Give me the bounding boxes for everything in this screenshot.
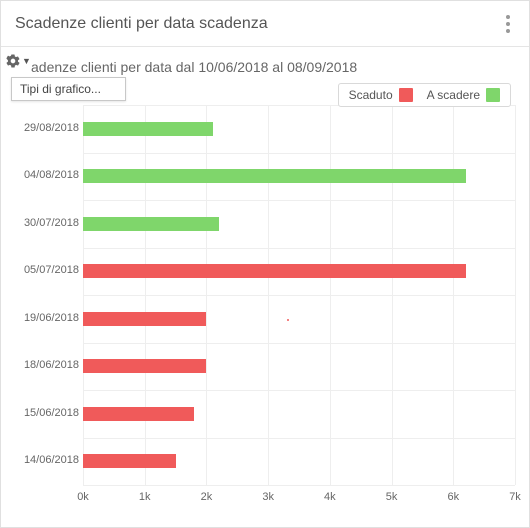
widget-header: Scadenze clienti per data scadenza <box>1 1 529 47</box>
x-axis-label: 6k <box>447 491 459 503</box>
gear-icon[interactable] <box>5 53 21 69</box>
legend-item-scaduto[interactable]: Scaduto <box>349 88 413 102</box>
y-axis-label: 05/07/2018 <box>9 264 79 276</box>
grid-line <box>515 105 516 485</box>
chart-widget: Scadenze clienti per data scadenza ▼ ade… <box>0 0 530 528</box>
legend-swatch <box>486 88 500 102</box>
y-axis-label: 19/06/2018 <box>9 312 79 324</box>
bar-scaduto[interactable] <box>83 312 206 326</box>
chart-area: 0k 1k 2k 3k 4k 5k 6k 7k 29/08/2018 04/08/2018 30/0… <box>9 101 519 505</box>
row-grid <box>83 153 515 154</box>
bar-scaduto[interactable] <box>83 264 466 278</box>
bar-scaduto[interactable] <box>83 359 206 373</box>
x-axis-label: 0k <box>77 491 89 503</box>
chart-plot <box>83 105 515 485</box>
bar-a-scadere[interactable] <box>83 169 466 183</box>
legend-label: A scadere <box>427 88 480 102</box>
y-axis-label: 14/06/2018 <box>9 454 79 466</box>
legend-label: Scaduto <box>349 88 393 102</box>
bar-scaduto[interactable] <box>83 407 194 421</box>
x-axis-label: 3k <box>262 491 274 503</box>
widget-title: Scadenze clienti per data scadenza <box>15 15 268 33</box>
row-grid <box>83 200 515 201</box>
y-axis-label: 04/08/2018 <box>9 169 79 181</box>
x-axis-label: 5k <box>386 491 398 503</box>
chart-toolbar: ▼ <box>5 53 31 69</box>
legend-swatch <box>399 88 413 102</box>
bar-a-scadere[interactable] <box>83 217 219 231</box>
row-grid <box>83 295 515 296</box>
chart-legend: Scaduto A scadere <box>338 83 511 107</box>
x-axis-label: 1k <box>139 491 151 503</box>
x-axis-label: 7k <box>509 491 521 503</box>
row-grid <box>83 390 515 391</box>
y-axis-label: 15/06/2018 <box>9 407 79 419</box>
data-point-dot <box>287 319 289 321</box>
chart-subtitle: adenze clienti per data dal 10/06/2018 a… <box>31 59 519 75</box>
row-grid <box>83 343 515 344</box>
caret-down-icon[interactable]: ▼ <box>22 56 31 66</box>
y-axis-label: 29/08/2018 <box>9 122 79 134</box>
legend-item-ascadere[interactable]: A scadere <box>427 88 500 102</box>
x-axis-label: 2k <box>201 491 213 503</box>
row-grid <box>83 248 515 249</box>
kebab-menu-icon[interactable] <box>497 11 519 37</box>
row-grid <box>83 438 515 439</box>
bar-scaduto[interactable] <box>83 454 176 468</box>
y-axis-label: 18/06/2018 <box>9 359 79 371</box>
y-axis-label: 30/07/2018 <box>9 217 79 229</box>
x-axis-label: 4k <box>324 491 336 503</box>
chart-type-tooltip[interactable]: Tipi di grafico... <box>11 77 126 101</box>
bar-a-scadere[interactable] <box>83 122 213 136</box>
